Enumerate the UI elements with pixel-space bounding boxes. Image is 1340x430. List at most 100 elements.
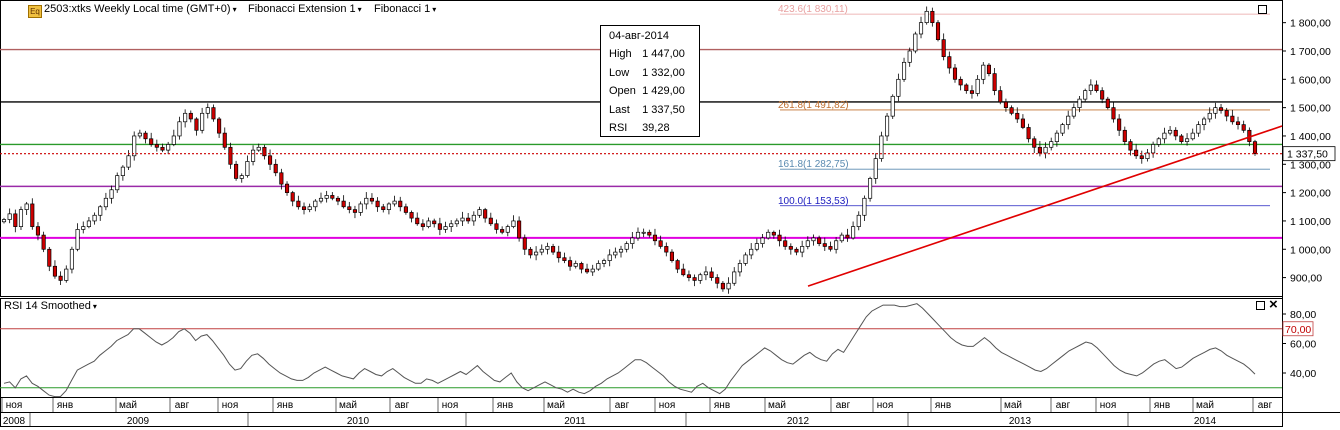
- candle-body: [1100, 90, 1105, 100]
- rsi-tick-label: 80,00: [1290, 309, 1316, 321]
- candle-body: [551, 246, 556, 253]
- candle-body: [251, 149, 256, 162]
- candle-body: [47, 248, 52, 267]
- indicator-fibonacci[interactable]: Fibonacci 1 ▾: [374, 3, 436, 15]
- symbol-selector[interactable]: Eq 2503:xtks Weekly Local time (GMT+0) ▾: [28, 3, 237, 18]
- candle-body: [992, 73, 997, 91]
- candle-body: [398, 200, 403, 208]
- candle-body: [851, 226, 856, 239]
- tooltip-label: High: [609, 48, 632, 60]
- rsi-tick-label: 60,00: [1290, 339, 1316, 351]
- candle-body: [918, 22, 924, 35]
- candle-body: [268, 155, 273, 165]
- rsi-maximize-button[interactable]: [1256, 301, 1265, 310]
- candle-body: [324, 195, 329, 199]
- candle-body: [635, 231, 641, 239]
- month-label: авг: [836, 400, 851, 411]
- candle-body: [200, 112, 205, 131]
- candle-body: [64, 268, 69, 281]
- year-label: 2014: [1194, 416, 1217, 427]
- fib-level-label: 261.8(1 491,82): [778, 100, 849, 111]
- rsi-70-label: 70,00: [1285, 324, 1311, 336]
- candle-body: [41, 234, 46, 250]
- candle-body: [301, 206, 307, 210]
- year-label: 2008: [3, 416, 26, 427]
- month-label: авг: [175, 400, 190, 411]
- candle-body: [686, 274, 691, 278]
- price-tick-label: 1 000,00: [1290, 244, 1331, 256]
- indicator-fibonacci-label: Fibonacci 1: [374, 3, 431, 15]
- candle-body: [1122, 129, 1127, 142]
- tooltip-row: Last 1 337,50: [609, 104, 685, 116]
- indicator-fib-extension[interactable]: Fibonacci Extension 1 ▾: [248, 3, 362, 15]
- candle-body: [81, 226, 86, 230]
- price-tick-label: 1 200,00: [1290, 188, 1331, 200]
- candle-body: [913, 33, 918, 52]
- month-label: авг: [615, 400, 630, 411]
- candle-body: [1026, 127, 1031, 140]
- maximize-button[interactable]: [1258, 5, 1267, 14]
- candle-body: [935, 22, 941, 41]
- candle-body: [352, 209, 358, 213]
- candle-body: [998, 90, 1003, 103]
- tooltip-row: Open 1 429,00: [609, 85, 685, 97]
- candle-body: [500, 229, 505, 233]
- month-label: авг: [1056, 400, 1071, 411]
- data-tooltip: 04-авг-2014 High 1 447,00 Low 1 332,00 O…: [600, 25, 700, 137]
- candle-body: [313, 200, 318, 208]
- candle-body: [1224, 110, 1229, 117]
- candle-body: [443, 226, 448, 230]
- indicator-fib-extension-label: Fibonacci Extension 1: [248, 3, 356, 15]
- month-label: ноя: [659, 400, 676, 411]
- candle-body: [601, 260, 607, 264]
- tooltip-label: Last: [609, 104, 630, 116]
- candle-body: [952, 67, 958, 80]
- candle-body: [1168, 129, 1173, 134]
- trendline: [807, 125, 1283, 287]
- candle-body: [1162, 132, 1167, 140]
- year-label: 2009: [127, 416, 150, 427]
- candle-body: [800, 246, 805, 253]
- candle-body: [58, 275, 63, 281]
- candle-body: [369, 197, 374, 202]
- rsi-close-icon[interactable]: ×: [1269, 296, 1278, 313]
- candle-body: [284, 183, 290, 193]
- year-label: 2012: [787, 416, 810, 427]
- month-label: май: [547, 400, 565, 411]
- month-label: май: [1004, 400, 1022, 411]
- candle-body: [1083, 90, 1088, 100]
- candle-body: [726, 282, 731, 290]
- month-label: май: [768, 400, 786, 411]
- candle-body: [613, 251, 618, 256]
- candle-body: [318, 197, 324, 202]
- candle-body: [715, 277, 720, 284]
- candle-body: [1235, 121, 1241, 125]
- candle-body: [777, 234, 782, 242]
- candle-body: [98, 206, 103, 216]
- candle-body: [205, 107, 210, 114]
- rsi-indicator-menu[interactable]: RSI 14 Smoothed ▾: [4, 300, 97, 312]
- candle-body: [590, 268, 595, 273]
- chevron-down-icon: ▾: [432, 5, 437, 14]
- tooltip-label: RSI: [609, 122, 628, 134]
- candle-body: [171, 135, 176, 145]
- candle-body: [1088, 84, 1093, 91]
- candle-body: [743, 254, 748, 264]
- candle-body: [392, 200, 397, 205]
- candle-body: [494, 223, 499, 230]
- rsi-line: [3, 303, 1256, 398]
- candle-body: [907, 50, 912, 63]
- candle-body: [703, 271, 708, 276]
- candle-body: [834, 240, 839, 250]
- candle-body: [896, 78, 901, 97]
- candle-body: [1213, 107, 1218, 114]
- candle-body: [618, 248, 624, 253]
- tooltip-row: RSI 39,28: [609, 122, 670, 134]
- candle-body: [539, 248, 544, 253]
- candle-body: [947, 56, 952, 69]
- candle-body: [239, 175, 244, 179]
- tooltip-value: 1 447,00: [642, 48, 685, 60]
- month-label: янв: [57, 400, 73, 411]
- month-label: авг: [395, 400, 410, 411]
- candle-body: [1151, 144, 1156, 154]
